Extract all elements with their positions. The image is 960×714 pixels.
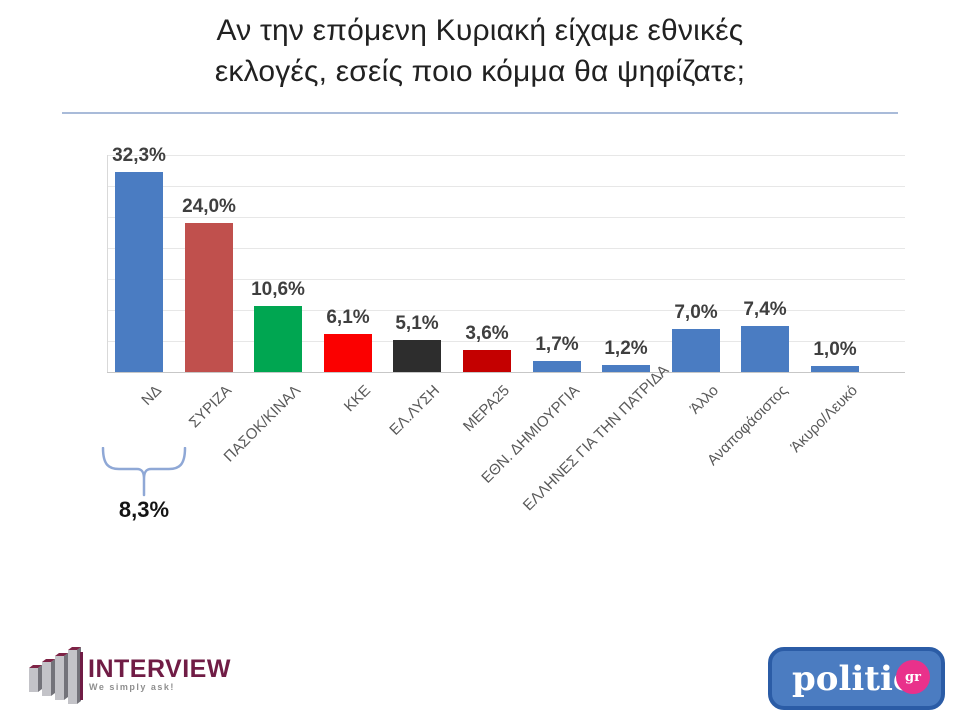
nd-syriza-gap-bracket xyxy=(101,447,187,497)
bar xyxy=(811,366,859,372)
bar xyxy=(324,334,372,372)
gridline xyxy=(107,186,905,187)
x-axis-label: ΕΛ.ΛΥΣΗ xyxy=(386,382,444,439)
politic-gr-logo: politic gr xyxy=(768,647,945,710)
interview-wordmark: INTERVIEW xyxy=(88,655,231,683)
value-label: 32,3% xyxy=(112,145,166,166)
x-axis-label: ΠΑΣΟΚ/ΚΙΝΑΛ xyxy=(220,382,305,466)
value-label: 1,0% xyxy=(813,339,857,360)
x-axis-label: ΕΛΛΗΝΕΣ ΓΙΑ ΤΗΝ ΠΑΤΡΙΔΑ xyxy=(519,361,673,515)
x-axis-label: Άλλο xyxy=(686,382,723,418)
value-label: 1,7% xyxy=(535,334,579,355)
gridline xyxy=(107,248,905,249)
gridline xyxy=(107,279,905,280)
value-label: 3,6% xyxy=(465,323,509,344)
bar xyxy=(185,223,233,372)
x-axis-label: ΜΕΡΑ25 xyxy=(459,382,514,436)
bar xyxy=(533,361,581,372)
bar xyxy=(602,365,650,372)
x-axis-label: Άκυρο/Λευκό xyxy=(787,382,862,456)
gridline xyxy=(107,310,905,311)
bar xyxy=(393,340,441,372)
value-label: 6,1% xyxy=(326,307,370,328)
chart-title: Αν την επόμενη Κυριακή είχαμε εθνικές εκ… xyxy=(0,10,960,92)
x-axis-label: ΚΚΕ xyxy=(340,382,375,416)
interview-bars-icon xyxy=(29,647,81,704)
value-label: 1,2% xyxy=(604,338,648,359)
x-axis-label: Αναποφάσιστος xyxy=(704,382,792,469)
x-axis-label: ΕΘΝ. ΔΗΜΙΟΥΡΓΙΑ xyxy=(478,382,584,487)
gridline xyxy=(107,341,905,342)
interview-logo: INTERVIEW We simply ask! xyxy=(28,644,243,708)
value-label: 10,6% xyxy=(251,279,305,300)
value-label: 7,0% xyxy=(674,302,718,323)
bar xyxy=(463,350,511,372)
interview-divider xyxy=(80,652,83,700)
title-divider-line xyxy=(62,112,898,114)
interview-tagline: We simply ask! xyxy=(89,682,175,692)
chart-title-line1: Αν την επόμενη Κυριακή είχαμε εθνικές xyxy=(216,14,744,47)
bar xyxy=(115,172,163,372)
value-label: 7,4% xyxy=(743,299,787,320)
bar xyxy=(672,329,720,372)
x-axis-line xyxy=(107,372,905,373)
nd-syriza-gap-label: 8,3% xyxy=(118,497,170,522)
politic-wordmark: politic xyxy=(792,658,914,699)
politic-gr-dot: gr xyxy=(896,660,930,694)
value-label: 5,1% xyxy=(395,313,439,334)
value-label: 24,0% xyxy=(182,196,236,217)
gridline xyxy=(107,155,905,156)
gridline xyxy=(107,217,905,218)
bar xyxy=(254,306,302,372)
bar xyxy=(741,326,789,372)
y-axis-line xyxy=(107,155,108,372)
chart-title-line2: εκλογές, εσείς ποιο κόμμα θα ψηφίζατε; xyxy=(214,55,746,88)
